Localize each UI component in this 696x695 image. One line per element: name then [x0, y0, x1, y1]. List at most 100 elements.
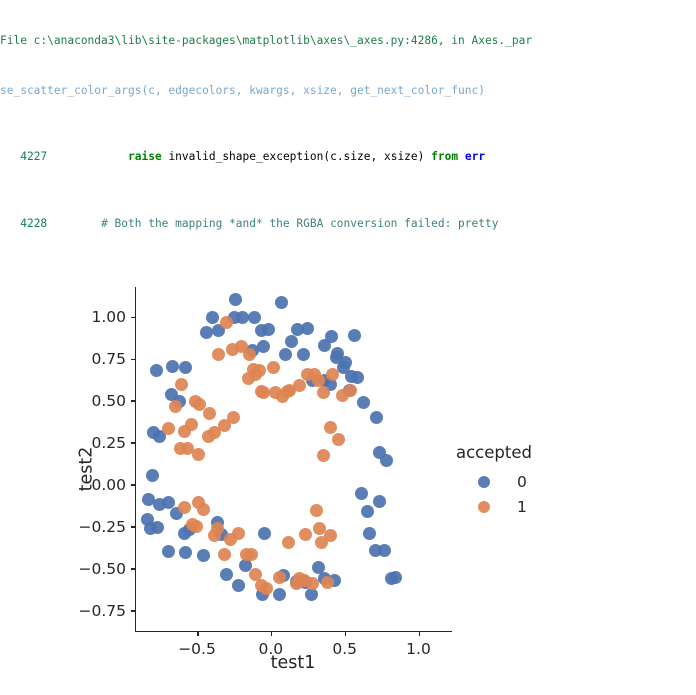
scatter-point — [189, 519, 203, 533]
scatter-point — [191, 448, 205, 462]
scatter-point — [161, 495, 175, 509]
legend-title: accepted — [456, 443, 532, 462]
scatter-point — [239, 559, 253, 573]
traceback-header-line-2: se_scatter_color_args(c, edgecolors, kwa… — [0, 83, 696, 100]
scatter-point — [312, 561, 325, 575]
scatter-point — [267, 361, 281, 375]
scatter-point — [278, 348, 292, 362]
y-tick-mark — [131, 442, 136, 444]
scatter-point — [324, 528, 338, 542]
scatter-point — [196, 548, 210, 562]
scatter-point — [236, 311, 250, 325]
scatter-point — [179, 361, 193, 375]
legend-entry-1: 1 — [452, 494, 572, 519]
scatter-point — [212, 347, 226, 361]
y-tick-label: −0.25 — [78, 517, 127, 536]
traceback-header-line-1: File c:\anaconda3\lib\site-packages\matp… — [0, 33, 696, 50]
scatter-point — [219, 568, 233, 582]
scatter-point — [284, 335, 298, 349]
plot-area — [131, 287, 452, 636]
scatter-point — [372, 494, 386, 508]
x-tick-mark — [197, 631, 199, 636]
scatter-point — [305, 577, 319, 591]
legend-entry-label: 0 — [517, 472, 527, 491]
scatter-point — [161, 544, 175, 558]
scatter-point — [310, 503, 324, 517]
scatter-point — [260, 582, 274, 596]
scatter-point — [256, 340, 270, 354]
scatter-point — [219, 316, 233, 330]
scatter-plot-figure: test2 test1 accepted 0 1 1.00 0.75 0.50 0.2… — [0, 255, 696, 695]
x-tick-label: 0.5 — [332, 640, 357, 658]
x-axis-label: test1 — [270, 653, 316, 673]
scatter-point — [218, 418, 232, 432]
y-tick-mark — [131, 484, 136, 486]
scatter-point — [388, 571, 402, 585]
scatter-point — [257, 385, 271, 399]
scatter-point — [348, 329, 362, 343]
scatter-point — [351, 371, 365, 385]
code-line-4227: 4227 raise invalid_shape_exception(c.siz… — [20, 150, 486, 164]
scatter-point — [282, 535, 296, 549]
scatter-point — [312, 522, 326, 536]
traceback-header-path: File c:\anaconda3\lib\site-packages\matp… — [0, 34, 533, 48]
scatter-point — [242, 372, 256, 386]
scatter-point — [193, 398, 207, 412]
scatter-point — [323, 420, 337, 434]
scatter-point — [232, 578, 246, 592]
scatter-point — [168, 399, 182, 413]
scatter-point — [331, 347, 345, 361]
line-number: 4227 — [20, 150, 48, 164]
y-tick-mark — [131, 358, 136, 360]
x-tick-mark — [345, 631, 347, 636]
scatter-point — [181, 441, 195, 455]
y-tick-label: 0.00 — [91, 476, 126, 494]
y-tick-mark — [131, 568, 136, 570]
traceback-output: File c:\anaconda3\lib\site-packages\matp… — [0, 0, 696, 250]
scatter-point — [377, 543, 391, 557]
scatter-point — [291, 322, 305, 336]
scatter-point — [300, 367, 314, 381]
y-tick-label: 0.50 — [91, 392, 126, 411]
x-tick-label: 1.0 — [406, 640, 431, 658]
scatter-point — [272, 588, 286, 602]
scatter-point — [274, 296, 288, 310]
scatter-point — [262, 322, 276, 336]
traceback-func-name: se_scatter_color_args(c, edgecolors, kwa… — [0, 83, 485, 97]
scatter-point — [257, 526, 271, 540]
x-tick-label: 0.0 — [258, 640, 284, 658]
scatter-point — [314, 536, 328, 550]
scatter-point — [200, 326, 214, 340]
legend-entry-label: 1 — [517, 497, 527, 516]
x-tick-mark — [271, 631, 273, 636]
scatter-point — [205, 311, 219, 325]
scatter-point — [336, 361, 350, 375]
legend-entry-0: 0 — [452, 469, 572, 494]
y-tick-mark — [131, 526, 136, 528]
scatter-point — [149, 364, 163, 378]
y-tick-mark — [131, 610, 136, 612]
scatter-point — [165, 360, 179, 374]
scatter-point — [145, 468, 159, 482]
scatter-point — [253, 363, 267, 377]
scatter-point — [362, 527, 376, 541]
scatter-point — [178, 545, 192, 559]
y-tick-label: 1.00 — [91, 308, 126, 327]
scatter-point — [150, 520, 164, 534]
scatter-point — [301, 321, 315, 335]
scatter-point — [318, 339, 332, 353]
y-tick-mark — [131, 400, 136, 402]
scatter-point — [161, 422, 175, 436]
y-tick-label: 0.75 — [91, 350, 126, 369]
legend: accepted 0 1 — [452, 443, 572, 519]
y-tick-label: 0.25 — [91, 434, 126, 453]
scatter-point — [292, 378, 306, 392]
scatter-point — [380, 454, 394, 467]
scatter-point — [243, 347, 257, 361]
scatter-point — [305, 587, 319, 601]
scatter-point — [202, 407, 216, 421]
scatter-point — [369, 410, 383, 424]
scatter-point — [247, 311, 261, 325]
y-tick-label: −0.75 — [78, 601, 127, 620]
scatter-point — [141, 513, 155, 527]
